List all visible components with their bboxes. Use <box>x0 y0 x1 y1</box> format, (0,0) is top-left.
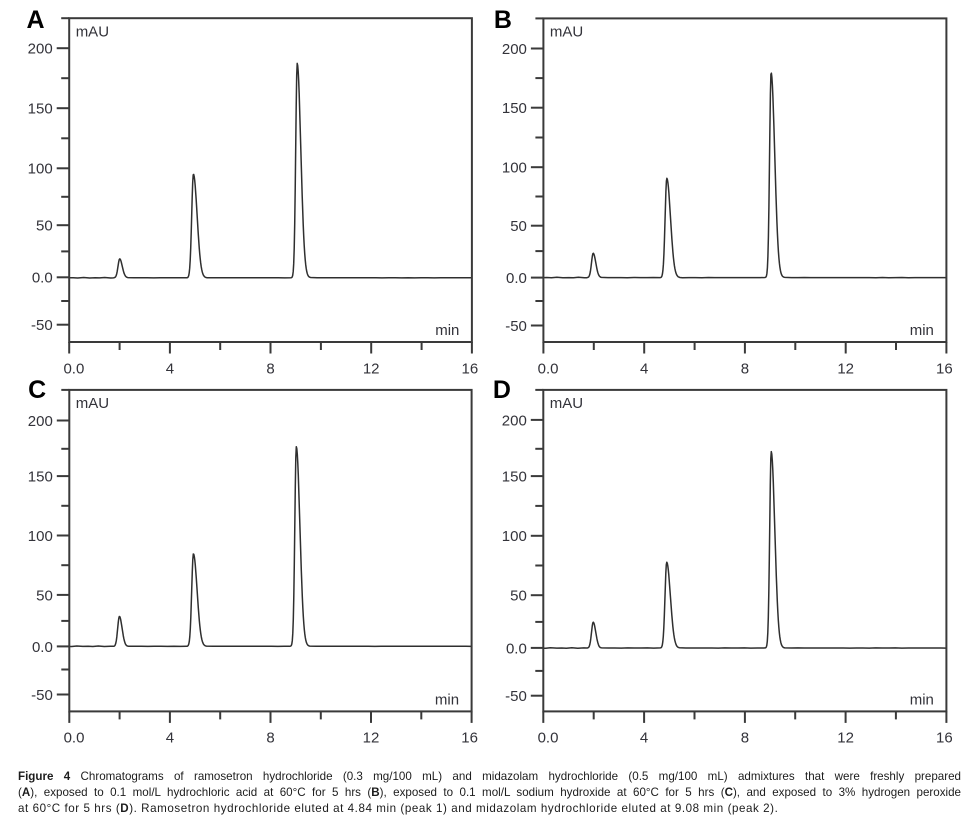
svg-text:4: 4 <box>640 730 648 747</box>
svg-text:min: min <box>435 322 459 339</box>
svg-text:12: 12 <box>363 360 380 377</box>
svg-text:A: A <box>27 6 45 34</box>
svg-text:150: 150 <box>28 101 53 118</box>
svg-text:mAU: mAU <box>76 23 109 40</box>
svg-text:8: 8 <box>741 730 749 747</box>
svg-text:50: 50 <box>510 218 527 235</box>
svg-text:0.0: 0.0 <box>63 360 84 377</box>
svg-text:D: D <box>493 376 511 404</box>
svg-text:150: 150 <box>502 469 527 486</box>
svg-text:200: 200 <box>502 412 527 429</box>
svg-text:16: 16 <box>461 730 478 747</box>
svg-text:12: 12 <box>837 360 854 377</box>
svg-text:12: 12 <box>837 730 854 747</box>
svg-text:200: 200 <box>28 41 53 58</box>
svg-text:150: 150 <box>502 100 527 117</box>
svg-text:mAU: mAU <box>76 395 109 412</box>
svg-text:8: 8 <box>266 360 274 377</box>
svg-text:B: B <box>494 6 512 34</box>
svg-text:-50: -50 <box>31 317 53 334</box>
svg-text:min: min <box>910 322 934 339</box>
svg-text:mAU: mAU <box>550 395 583 412</box>
svg-text:8: 8 <box>741 360 749 377</box>
svg-text:16: 16 <box>936 360 953 377</box>
svg-text:min: min <box>435 691 459 708</box>
svg-text:4: 4 <box>166 730 174 747</box>
svg-text:4: 4 <box>640 360 648 377</box>
svg-text:4: 4 <box>166 360 174 377</box>
svg-text:50: 50 <box>510 588 527 605</box>
svg-text:0.0: 0.0 <box>506 640 527 657</box>
svg-text:100: 100 <box>28 161 53 178</box>
svg-text:8: 8 <box>266 730 274 747</box>
svg-text:50: 50 <box>36 587 53 604</box>
svg-text:-50: -50 <box>505 688 527 705</box>
svg-text:min: min <box>910 691 934 708</box>
svg-text:200: 200 <box>502 41 527 58</box>
svg-text:0.0: 0.0 <box>506 270 527 287</box>
svg-text:0.0: 0.0 <box>32 639 53 656</box>
svg-text:16: 16 <box>462 360 479 377</box>
svg-text:-50: -50 <box>505 318 527 335</box>
svg-text:200: 200 <box>28 413 53 430</box>
svg-text:0.0: 0.0 <box>32 270 53 287</box>
svg-text:50: 50 <box>36 218 53 235</box>
svg-text:C: C <box>28 376 46 404</box>
svg-text:12: 12 <box>363 730 380 747</box>
svg-text:100: 100 <box>28 528 53 545</box>
svg-text:mAU: mAU <box>550 24 583 41</box>
svg-text:0.0: 0.0 <box>64 730 85 747</box>
svg-text:0.0: 0.0 <box>538 730 559 747</box>
svg-text:0.0: 0.0 <box>538 360 559 377</box>
svg-text:-50: -50 <box>31 687 53 704</box>
svg-text:100: 100 <box>502 528 527 545</box>
svg-text:16: 16 <box>936 730 953 747</box>
svg-text:100: 100 <box>502 160 527 177</box>
svg-text:150: 150 <box>28 469 53 486</box>
